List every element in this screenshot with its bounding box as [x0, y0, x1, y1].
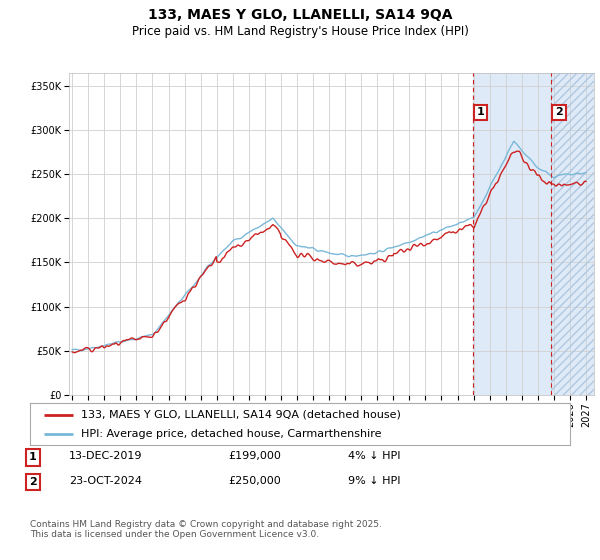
Bar: [551, 73, 594, 395]
Text: Contains HM Land Registry data © Crown copyright and database right 2025.
This d: Contains HM Land Registry data © Crown c…: [30, 520, 382, 539]
Text: 133, MAES Y GLO, LLANELLI, SA14 9QA: 133, MAES Y GLO, LLANELLI, SA14 9QA: [148, 8, 452, 22]
Text: 23-OCT-2024: 23-OCT-2024: [69, 476, 142, 486]
Text: 1: 1: [477, 108, 485, 118]
Text: 13-DEC-2019: 13-DEC-2019: [69, 451, 143, 461]
Text: £250,000: £250,000: [228, 476, 281, 486]
Text: 2: 2: [555, 108, 563, 118]
Bar: [473, 73, 594, 395]
Text: 4% ↓ HPI: 4% ↓ HPI: [348, 451, 401, 461]
Text: 1: 1: [29, 452, 37, 463]
Text: 2: 2: [29, 477, 37, 487]
Text: 133, MAES Y GLO, LLANELLI, SA14 9QA (detached house): 133, MAES Y GLO, LLANELLI, SA14 9QA (det…: [82, 410, 401, 420]
Text: HPI: Average price, detached house, Carmarthenshire: HPI: Average price, detached house, Carm…: [82, 430, 382, 439]
Text: 9% ↓ HPI: 9% ↓ HPI: [348, 476, 401, 486]
Text: Price paid vs. HM Land Registry's House Price Index (HPI): Price paid vs. HM Land Registry's House …: [131, 25, 469, 38]
Text: £199,000: £199,000: [228, 451, 281, 461]
